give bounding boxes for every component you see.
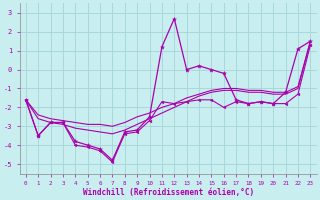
X-axis label: Windchill (Refroidissement éolien,°C): Windchill (Refroidissement éolien,°C) (83, 188, 254, 197)
